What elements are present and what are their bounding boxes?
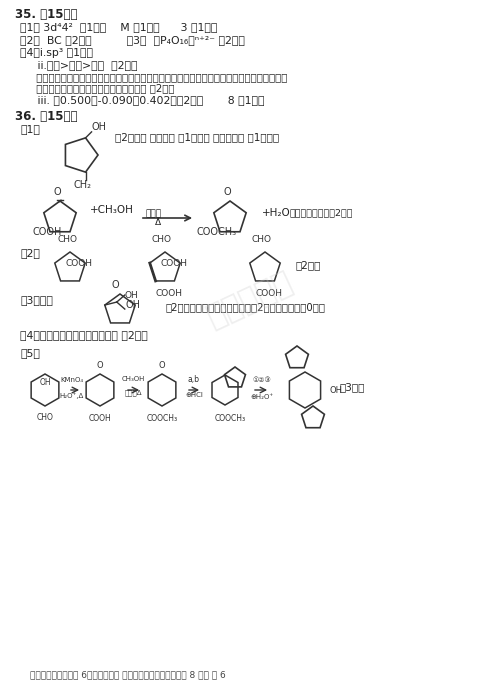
Text: OH: OH bbox=[39, 378, 51, 387]
Text: COOH: COOH bbox=[65, 259, 92, 268]
Text: （1）: （1） bbox=[20, 124, 40, 134]
Text: （5）: （5） bbox=[20, 348, 40, 358]
Text: OH: OH bbox=[126, 300, 141, 310]
Text: COOCH₃: COOCH₃ bbox=[196, 227, 236, 237]
Text: CH₂: CH₂ bbox=[74, 180, 92, 190]
Text: （1） 3d⁴4²  （1分）    M （1分）      3 （1分）: （1） 3d⁴4² （1分） M （1分） 3 （1分） bbox=[20, 22, 218, 32]
Text: （4）保护醇基不被格氏试剂反应 （2分）: （4）保护醇基不被格氏试剂反应 （2分） bbox=[20, 330, 148, 340]
Text: OH: OH bbox=[330, 385, 343, 395]
Text: COOH: COOH bbox=[88, 414, 112, 423]
Text: （用可逆号亦可，2分）: （用可逆号亦可，2分） bbox=[290, 208, 354, 217]
Text: COOCH₃: COOCH₃ bbox=[214, 414, 246, 423]
Text: （2）  BC （2分）          （3）  （P₄O₁₆）ⁿ⁺²⁻ （2分）: （2） BC （2分） （3） （P₄O₁₆）ⁿ⁺²⁻ （2分） bbox=[20, 35, 245, 45]
Text: CHO: CHO bbox=[36, 413, 54, 422]
Text: COOH: COOH bbox=[156, 289, 183, 298]
Text: （3分）: （3分） bbox=[340, 382, 365, 392]
Text: COOH: COOH bbox=[256, 289, 283, 298]
Text: CHO: CHO bbox=[57, 235, 77, 244]
Text: COOH: COOH bbox=[160, 259, 187, 268]
Text: Δ: Δ bbox=[155, 218, 161, 227]
Text: 鄂东南教育联盟学校 6月份高考模拟 高三理科综合参考答案（共 8 页） 第 6: 鄂东南教育联盟学校 6月份高考模拟 高三理科综合参考答案（共 8 页） 第 6 bbox=[30, 670, 226, 679]
Text: H₂O⁺,Δ: H₂O⁺,Δ bbox=[60, 392, 84, 399]
Text: CHO: CHO bbox=[252, 235, 272, 244]
Text: 黑磷相当于石墨，属于混合晶体；红磷和白磷都是分子晶体，红磷是大分子，白磷是小分子，: 黑磷相当于石墨，属于混合晶体；红磷和白磷都是分子晶体，红磷是大分子，白磷是小分子… bbox=[20, 72, 287, 82]
Text: COOH: COOH bbox=[32, 227, 62, 237]
Text: CHO: CHO bbox=[152, 235, 172, 244]
Text: O: O bbox=[111, 280, 119, 290]
Text: O: O bbox=[53, 187, 61, 197]
Text: （3）有，: （3）有， bbox=[20, 295, 53, 305]
Text: KMnO₄: KMnO₄ bbox=[60, 377, 84, 383]
Text: （2分，两个空连锁打分，全对得2分，任意错一个0分）: （2分，两个空连锁打分，全对得2分，任意错一个0分） bbox=[165, 302, 325, 312]
Text: ⊕HCl: ⊕HCl bbox=[185, 392, 203, 398]
Text: +H₂O: +H₂O bbox=[262, 208, 291, 218]
Text: CH₃OH: CH₃OH bbox=[122, 376, 144, 382]
Text: （2分）； 氧化反应 （1分）； 醇基和缧基 （1分）；: （2分）； 氧化反应 （1分）； 醇基和缧基 （1分）； bbox=[115, 132, 279, 142]
Text: OH: OH bbox=[92, 122, 106, 132]
Text: OH: OH bbox=[125, 291, 138, 300]
Text: O: O bbox=[96, 361, 103, 370]
Text: O: O bbox=[158, 361, 166, 370]
Text: 浓硫酸: 浓硫酸 bbox=[145, 209, 161, 218]
Text: +CH₃OH: +CH₃OH bbox=[90, 205, 134, 215]
Text: （2）: （2） bbox=[20, 248, 40, 258]
Text: 分子量越大，范德华力越大，溶沸点越高 （2分）: 分子量越大，范德华力越大，溶沸点越高 （2分） bbox=[20, 83, 174, 93]
Text: 浓硫酸Δ: 浓硫酸Δ bbox=[124, 389, 142, 396]
Text: iii. （0.500、-0.090、0.402）（2分）       8 （1分）: iii. （0.500、-0.090、0.402）（2分） 8 （1分） bbox=[20, 95, 264, 105]
Text: 35. １15分）: 35. １15分） bbox=[15, 8, 78, 21]
Text: 高考直通率: 高考直通率 bbox=[202, 268, 298, 332]
Text: 36. １15分）: 36. １15分） bbox=[15, 110, 78, 123]
Text: a,b: a,b bbox=[188, 375, 200, 384]
Text: （4）i.sp³ （1分）: （4）i.sp³ （1分） bbox=[20, 48, 93, 58]
Text: O: O bbox=[223, 187, 231, 197]
Text: COOCH₃: COOCH₃ bbox=[146, 414, 178, 423]
Text: ①②③: ①②③ bbox=[252, 377, 272, 383]
Text: ⊕H₂O⁺: ⊕H₂O⁺ bbox=[250, 394, 274, 400]
Text: （2分）: （2分） bbox=[295, 260, 320, 270]
Text: ii.黑磷>红磷>白磷  （2分）: ii.黑磷>红磷>白磷 （2分） bbox=[20, 60, 138, 70]
